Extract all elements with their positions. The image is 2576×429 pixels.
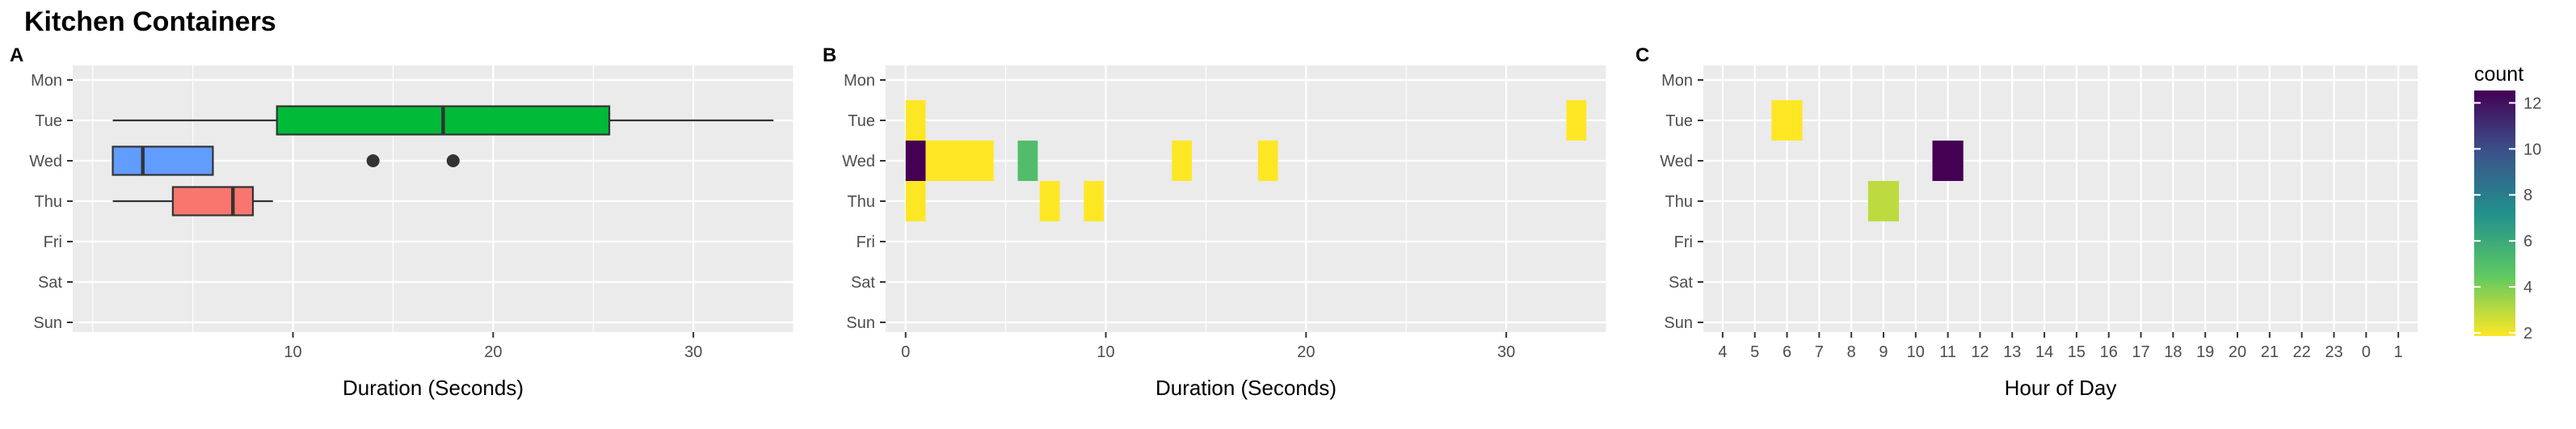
y-tick-label: Sun (1664, 314, 1693, 332)
legend-tick-label: 12 (2523, 95, 2541, 112)
heatmap-cell (905, 141, 926, 181)
x-tick-label: 30 (1497, 343, 1515, 361)
y-tick-label: Mon (844, 72, 875, 90)
x-tick-label: 13 (2003, 343, 2021, 361)
panel-tag: B (823, 44, 836, 66)
y-tick-label: Tue (848, 112, 875, 130)
x-tick-label: 20 (1297, 343, 1315, 361)
y-tick-label: Tue (35, 112, 62, 130)
x-axis-title: Duration (Seconds) (1155, 376, 1336, 400)
heatmap-cell (905, 181, 926, 221)
y-tick-label: Wed (842, 153, 875, 170)
y-tick-label: Thu (848, 193, 875, 211)
x-tick-label: 30 (684, 343, 702, 361)
heatmap-cell (905, 100, 926, 141)
y-tick-label: Sun (33, 314, 62, 332)
x-tick-label: 20 (484, 343, 502, 361)
legend-tick-label: 4 (2523, 279, 2532, 297)
box-iqr (171, 186, 255, 217)
x-tick-label: 23 (2325, 343, 2342, 361)
y-tick-label: Mon (31, 72, 62, 90)
heatmap-cell (1771, 100, 1803, 141)
panel-tag: C (1635, 44, 1649, 66)
x-tick-label: 4 (1718, 343, 1727, 361)
x-tick-label: 8 (1847, 343, 1856, 361)
heatmap-cell (1566, 100, 1587, 141)
x-tick-label: 0 (2362, 343, 2371, 361)
x-tick-label: 12 (1971, 343, 1989, 361)
x-axis-title: Hour of Day (2005, 376, 2117, 400)
heatmap-cell (1017, 141, 1038, 181)
x-tick-label: 17 (2132, 343, 2149, 361)
box-iqr (112, 145, 214, 176)
outlier-point (446, 154, 460, 167)
y-tick-label: Thu (35, 193, 62, 211)
x-axis-title: Duration (Seconds) (343, 376, 524, 400)
y-tick-label: Fri (44, 233, 62, 251)
x-tick-label: 0 (901, 343, 910, 361)
box-wed (112, 145, 460, 176)
x-tick-label: 20 (2229, 343, 2246, 361)
x-tick-label: 15 (2068, 343, 2086, 361)
x-tick-label: 9 (1879, 343, 1888, 361)
outlier-point (366, 154, 380, 167)
x-tick-label: 5 (1750, 343, 1759, 361)
y-tick-label: Sat (38, 274, 62, 292)
color-legend: count 2 4 6 8 10 12 (2474, 63, 2541, 343)
figure-title: Kitchen Containers (24, 6, 276, 37)
x-tick-label: 22 (2293, 343, 2311, 361)
box-thu (112, 186, 273, 217)
panel-tag: A (10, 44, 23, 66)
panel-background (1703, 65, 2418, 332)
panel-b: B Mon Tue Wed Thu Fri Sat Sun 0 10 20 30 Duration (S… (823, 44, 1607, 400)
x-tick-label: 14 (2035, 343, 2053, 361)
x-tick-label: 1 (2394, 343, 2403, 361)
x-tick-label: 10 (1907, 343, 1925, 361)
heatmap-cell (1172, 141, 1193, 181)
box-tue (112, 105, 774, 136)
y-tick-label: Sat (1669, 274, 1693, 292)
y-tick-label: Fri (857, 233, 875, 251)
x-tick-label: 10 (1096, 343, 1114, 361)
x-tick-label: 6 (1783, 343, 1791, 361)
legend-tick-label: 2 (2523, 325, 2532, 343)
legend-tick-label: 8 (2523, 187, 2532, 204)
x-tick-label: 10 (284, 343, 301, 361)
y-tick-label: Sun (846, 314, 875, 332)
x-tick-label: 16 (2100, 343, 2118, 361)
x-tick-label: 21 (2261, 343, 2279, 361)
x-tick-label: 7 (1815, 343, 1824, 361)
y-tick-label: Mon (1661, 72, 1693, 90)
y-tick-label: Wed (29, 153, 62, 170)
heatmap-cell (1932, 141, 1964, 181)
heatmap-cell (1039, 181, 1060, 221)
x-tick-label: 11 (1939, 343, 1956, 361)
y-tick-label: Sat (851, 274, 875, 292)
y-tick-label: Fri (1674, 233, 1693, 251)
y-tick-label: Tue (1665, 112, 1693, 130)
heatmap-cell (1084, 181, 1105, 221)
y-tick-label: Thu (1665, 193, 1693, 211)
y-tick-label: Wed (1660, 153, 1693, 170)
x-tick-label: 18 (2164, 343, 2182, 361)
x-tick-label: 19 (2196, 343, 2214, 361)
heatmap-cell (1257, 141, 1278, 181)
legend-colorbar (2474, 90, 2515, 336)
heatmap-cell (1867, 181, 1900, 221)
heatmap-cell (925, 141, 994, 181)
legend-tick-label: 6 (2523, 233, 2532, 250)
legend-tick-label: 10 (2523, 141, 2541, 158)
legend-title: count (2474, 63, 2523, 86)
panel-background (886, 65, 1606, 332)
panel-a: A Mon Tue Wed Thu Fri Sat Sun 10 20 30 Duration (Se… (10, 44, 794, 400)
